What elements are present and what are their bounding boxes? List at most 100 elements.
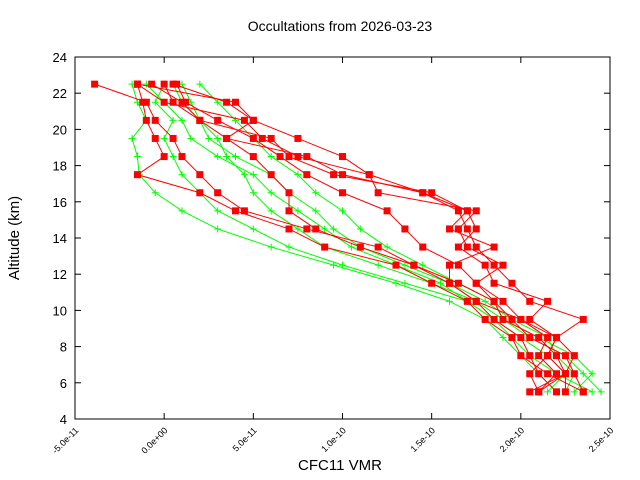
green-plus-point (285, 243, 293, 251)
red-square-point (285, 207, 293, 215)
red-square-point (142, 116, 150, 124)
red-square-point (526, 315, 534, 323)
red-square-point (392, 261, 400, 269)
red-square-point (544, 352, 552, 360)
red-square-point (169, 134, 177, 142)
red-square-point (133, 171, 141, 179)
red-square-point (517, 334, 525, 342)
red-square-point (517, 315, 525, 323)
red-square-point (249, 153, 257, 161)
red-square-point (267, 134, 275, 142)
red-square-point (446, 279, 453, 287)
red-square-point (526, 370, 534, 378)
red-square-point (535, 388, 543, 396)
red-series-line-2 (163, 83, 566, 392)
red-square-point (508, 334, 516, 342)
red-square-point (160, 98, 168, 106)
red-square-point (579, 315, 587, 323)
green-plus-point (133, 153, 141, 161)
chart-title: Occultations from 2026-03-23 (248, 18, 433, 34)
y-tick-label: 6 (60, 376, 67, 391)
red-square-point (419, 243, 427, 251)
red-square-point (472, 279, 480, 287)
green-plus-point (339, 207, 346, 215)
y-tick-label: 4 (60, 412, 67, 427)
red-square-point (151, 116, 159, 124)
red-square-point (490, 261, 498, 269)
red-square-point (169, 98, 177, 106)
y-tick-label: 22 (53, 86, 67, 101)
green-plus-point (356, 225, 364, 233)
green-plus-point (339, 261, 346, 269)
red-square-point (365, 171, 373, 179)
red-square-point (91, 80, 99, 88)
red-square-point (173, 80, 181, 88)
y-tick-label: 20 (53, 122, 67, 137)
red-square-point (303, 153, 311, 161)
red-square-point (535, 334, 543, 342)
red-square-point (544, 297, 552, 305)
green-plus-point (312, 207, 320, 215)
green-plus-point (223, 153, 231, 161)
red-series-line-3 (176, 83, 558, 393)
red-square-point (499, 297, 507, 305)
green-plus-point (187, 134, 195, 142)
red-square-point (148, 80, 156, 88)
red-square-point (481, 315, 489, 323)
red-square-point (454, 243, 462, 251)
red-square-point (579, 388, 587, 396)
red-square-point (561, 388, 569, 396)
red-series-line-0 (94, 83, 557, 393)
red-square-point (196, 189, 204, 197)
green-plus-point (196, 80, 204, 88)
red-square-point (526, 388, 534, 396)
green-plus-point (383, 243, 391, 251)
red-square-point (240, 207, 248, 215)
red-square-point (419, 189, 427, 197)
red-square-point (285, 153, 293, 161)
y-axis-label: Altitude (km) (6, 196, 23, 280)
x-tick-label: 2.0e-10 (498, 425, 527, 454)
red-square-point (490, 297, 498, 305)
red-square-point (160, 80, 168, 88)
green-series-line-0 (131, 84, 557, 393)
red-square-point (463, 225, 471, 233)
red-square-point (490, 315, 498, 323)
red-square-point (508, 279, 516, 287)
red-square-point (214, 116, 222, 124)
red-square-point (553, 334, 560, 342)
red-square-point (499, 261, 507, 269)
red-square-point (553, 370, 560, 378)
green-plus-point (160, 134, 168, 142)
green-plus-point (588, 388, 596, 396)
red-square-point (285, 189, 293, 197)
green-plus-point (419, 261, 427, 269)
red-square-point (178, 153, 186, 161)
green-plus-point (249, 189, 257, 197)
green-plus-point (178, 171, 186, 179)
red-square-point (553, 388, 560, 396)
red-square-point (276, 153, 284, 161)
green-plus-point (401, 261, 409, 269)
red-square-point (232, 207, 239, 215)
green-plus-point (267, 243, 275, 251)
red-square-point (570, 352, 578, 360)
green-plus-point (294, 171, 302, 179)
red-square-point (133, 80, 141, 88)
red-square-point (240, 116, 248, 124)
red-square-point (285, 225, 293, 233)
red-square-point (454, 261, 462, 269)
red-square-point (544, 370, 552, 378)
red-square-point (481, 261, 489, 269)
red-square-point (446, 225, 453, 233)
red-square-point (553, 352, 560, 360)
red-square-point (178, 98, 186, 106)
red-square-point (374, 243, 382, 251)
red-square-point (330, 171, 338, 179)
green-plus-point (249, 171, 257, 179)
green-plus-point (294, 207, 302, 215)
red-square-point (535, 352, 543, 360)
green-plus-point (347, 243, 355, 251)
x-tick-label: 0.0e+00 (139, 425, 169, 455)
red-square-point (463, 297, 471, 305)
